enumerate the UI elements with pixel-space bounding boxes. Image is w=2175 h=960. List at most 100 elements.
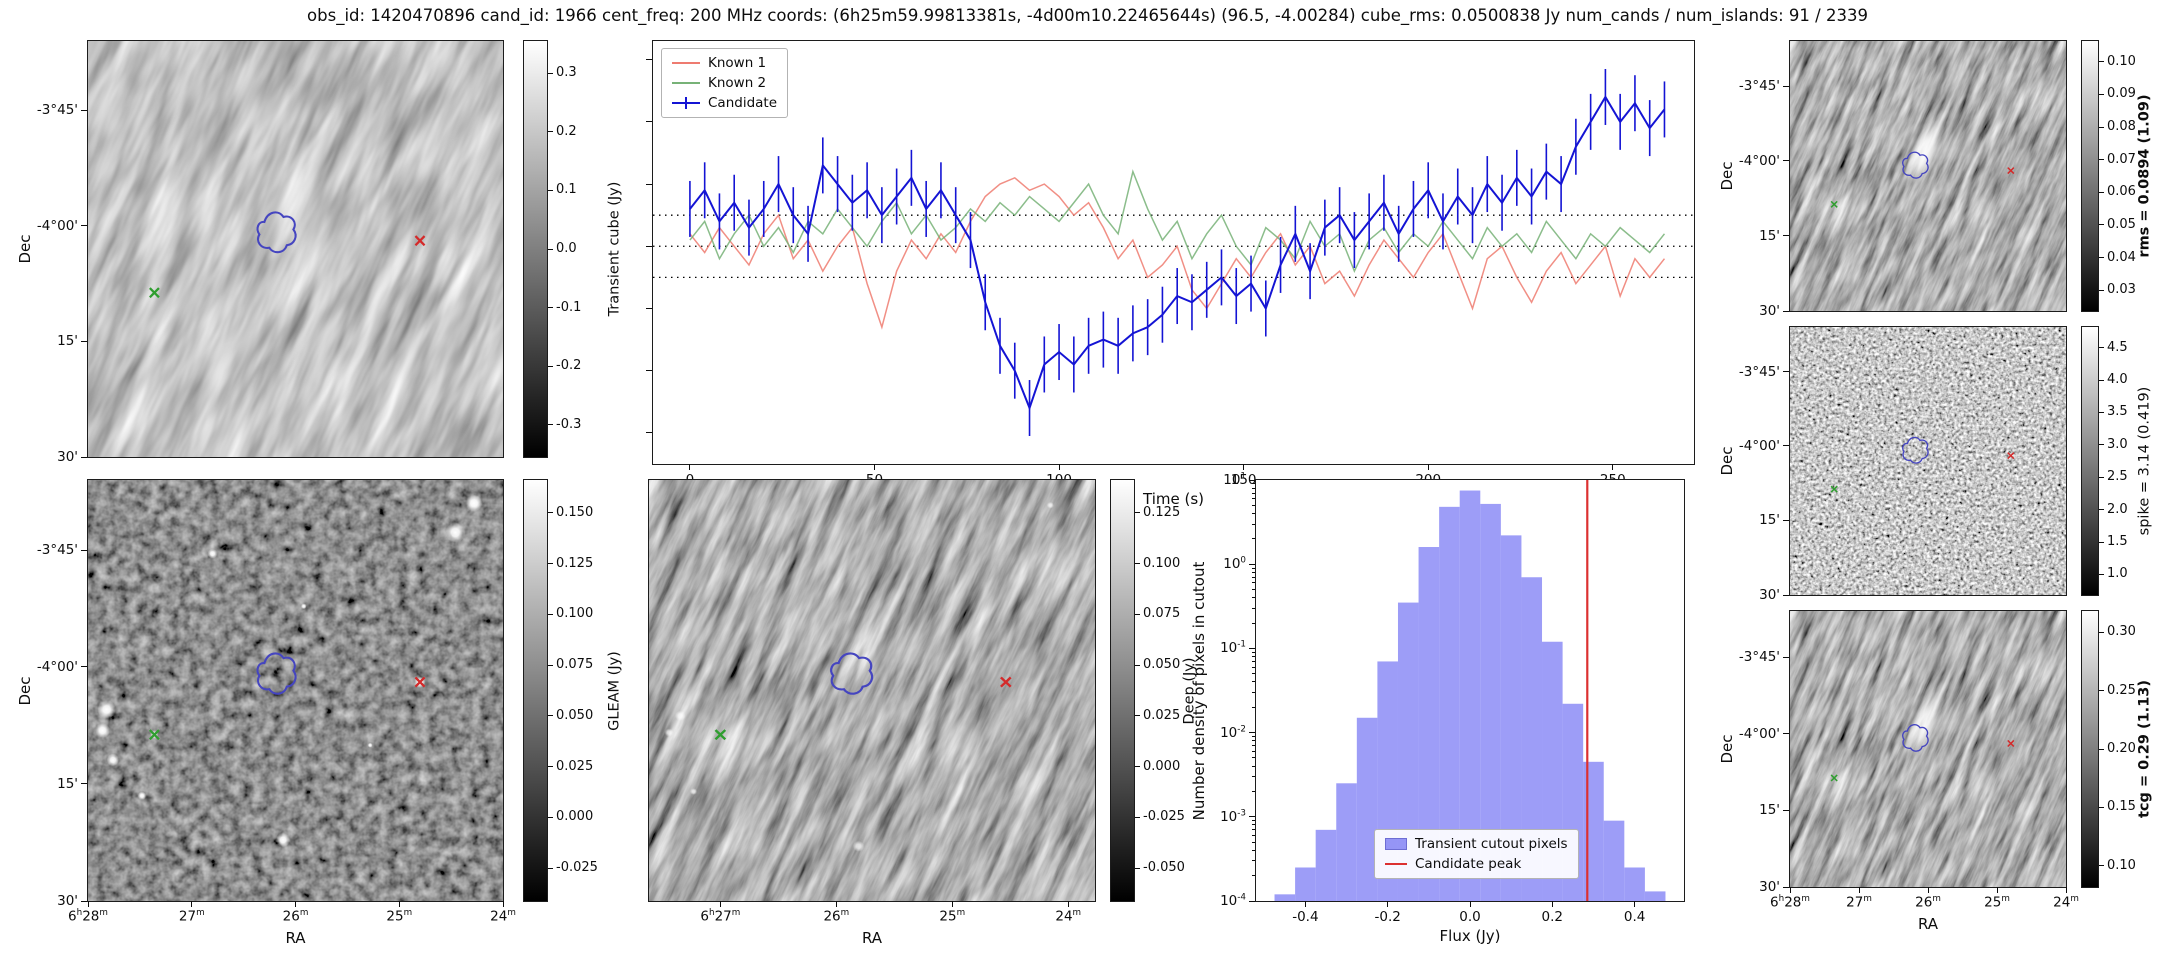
y-tick-label: 15' (1759, 512, 1780, 529)
noise-texture (88, 41, 503, 457)
colorbar-tick (548, 664, 553, 666)
y-tick (81, 225, 87, 227)
y-tick-label: 10-2 (1220, 724, 1246, 741)
colorbar-tick-label: -0.3 (556, 416, 582, 432)
lightcurve-legend: Known 1 Known 2 Candidate (661, 48, 789, 118)
colorbar-tick-label: 0.0 (556, 241, 577, 257)
y-minor-tick (1252, 651, 1255, 653)
known-source-red-x-marker (414, 235, 426, 247)
flux-histogram: 101 100 10-1 10-2 10-3 10-4 -0.4 -0.2 0.0 0.2 0.4 F… (1190, 472, 1685, 944)
colorbar-tick-label: 2.0 (2107, 501, 2128, 517)
y-tick-label: 100 (1223, 555, 1246, 573)
y-tick (81, 666, 87, 668)
source-blob (664, 728, 674, 737)
colorbar-tick-label: 0.025 (556, 758, 594, 774)
colorbar-tick-label: 0.000 (1143, 758, 1181, 774)
x-tick-label: 0.4 (1623, 909, 1646, 925)
source-blob (1046, 501, 1054, 509)
x-tick (1858, 887, 1860, 893)
x-tick (191, 901, 193, 907)
colorbar-tick-label: 0.050 (1143, 657, 1181, 673)
y-minor-tick (1252, 483, 1255, 485)
colorbar-tick (2099, 224, 2104, 226)
cutout-spike: -3°45' -4°00' 15' 30' Dec (1718, 326, 2067, 602)
y-minor-tick (1252, 849, 1255, 851)
y-tick-label: -4°00' (1738, 725, 1780, 742)
y-tick-label: 30' (1759, 586, 1780, 603)
tcg-image (1790, 611, 2066, 887)
x-tick-label: 26m (823, 908, 850, 925)
y-tick-label: -4°00' (1738, 437, 1780, 454)
y-tick (1249, 900, 1255, 902)
y-minor-tick (1252, 607, 1255, 609)
y-minor-tick (1252, 691, 1255, 693)
colorbar-tick (2099, 257, 2104, 259)
y-tick (1249, 479, 1255, 481)
legend-line (1385, 863, 1407, 865)
known-source-red-x-marker (1000, 676, 1012, 688)
hist-bar (1295, 867, 1316, 901)
known-source-green-x-marker (714, 729, 727, 741)
x-tick-label: 24m (490, 908, 516, 925)
y-tick-label: 10-4 (1220, 892, 1246, 910)
noise-texture (88, 480, 503, 901)
source-blob (674, 710, 686, 721)
tcg-colorbar-label: tcg = 0.29 (1.13) (2136, 679, 2153, 819)
y-minor-tick (1252, 735, 1255, 737)
x-tick (1551, 901, 1553, 907)
y-minor-tick (1252, 750, 1255, 752)
bright-patch (262, 161, 321, 262)
x-tick (719, 901, 721, 907)
colorbar-tick-label: -0.1 (556, 299, 582, 315)
y-tick (646, 183, 652, 185)
colorbar-tick (548, 72, 553, 74)
known-source-green-x-marker (149, 287, 160, 299)
y-minor-tick (1252, 776, 1255, 778)
y-tick (646, 432, 652, 434)
bright-patch (1905, 119, 1945, 185)
y-tick-label: -3°45' (36, 102, 78, 119)
y-tick-label: -3°45' (1738, 363, 1780, 380)
colorbar-tick (2099, 126, 2104, 128)
colorbar-tick (2099, 93, 2104, 95)
colorbar-tick-label: 0.04 (2107, 249, 2136, 265)
colorbar-tick (2099, 411, 2104, 413)
x-tick-label: 27m (1846, 894, 1872, 911)
y-tick-label: 30' (57, 892, 78, 909)
y-minor-tick (1252, 498, 1255, 500)
y-tick (1249, 732, 1255, 734)
colorbar-tick-label: 0.075 (1143, 606, 1181, 622)
x-axis-label: Flux (Jy) (1439, 927, 1501, 945)
y-minor-tick (1252, 673, 1255, 675)
y-tick (1783, 656, 1789, 658)
y-tick (81, 783, 87, 785)
cutout-tcg: -3°45' -4°00' 15' 30' Dec 6h28m 27m 26m 25m 24m RA (1718, 610, 2079, 932)
colorbar-tick (2099, 806, 2104, 808)
source-blob (445, 522, 466, 543)
source-blob (137, 791, 147, 800)
y-tick (81, 109, 87, 111)
histogram-legend: Transient cutout pixels Candidate peak (1374, 829, 1579, 879)
y-tick (1783, 886, 1789, 888)
noise-texture (649, 480, 1095, 901)
transient-image (88, 41, 503, 457)
deep-colorbar-label: Deep (Jy) (1181, 657, 1198, 724)
colorbar-tick-label: 3.0 (2107, 436, 2128, 452)
colorbar-tick-label: 2.5 (2107, 469, 2128, 485)
y-minor-tick (1252, 582, 1255, 584)
legend-label: Known 1 (708, 55, 767, 71)
y-tick-label: -3°45' (36, 542, 78, 559)
colorbar-tick (2099, 541, 2104, 543)
colorbar-tick-label: 4.0 (2107, 372, 2128, 388)
y-tick-label: -4°00' (1738, 152, 1780, 169)
gleam-colorbar-label: GLEAM (Jy) (606, 650, 623, 731)
colorbar-tick (1135, 512, 1140, 514)
y-tick (646, 370, 652, 372)
x-tick (1469, 901, 1471, 907)
colorbar-tick-label: 0.025 (1143, 708, 1181, 724)
colorbar-tick-label: 0.08 (2107, 119, 2136, 135)
hist-bar (1418, 547, 1440, 901)
x-tick (1612, 464, 1614, 470)
noise-texture (1790, 611, 2066, 887)
y-tick-label: 30' (1759, 878, 1780, 895)
